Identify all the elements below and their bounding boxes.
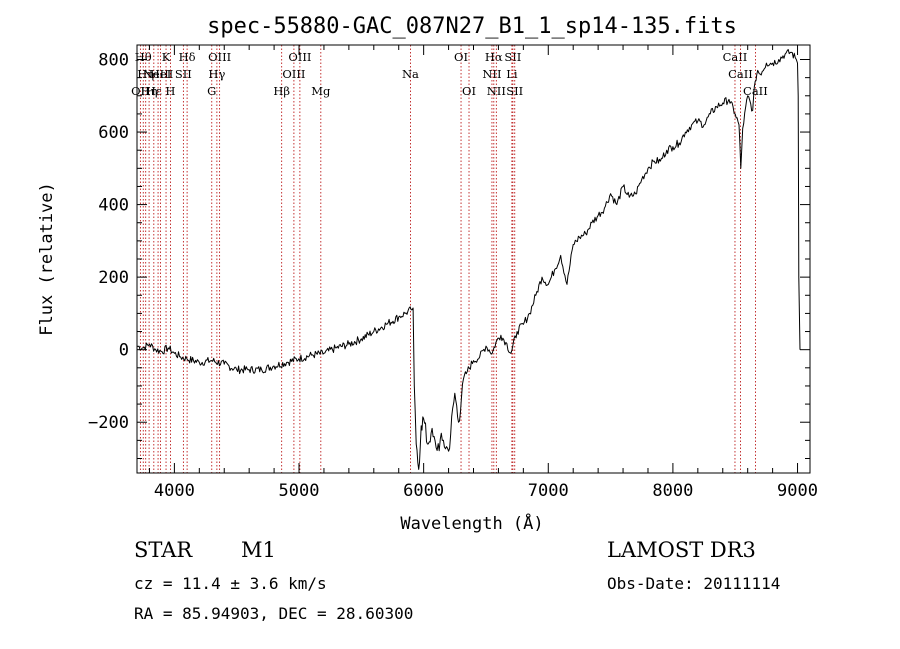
redshift-cz: cz = 11.4 ± 3.6 km/s (134, 574, 327, 593)
object-subclass: M1 (241, 538, 276, 562)
y-tick-label: 200 (98, 268, 129, 288)
axis-ticks: 4000 5000 6000 7000 8000 9000 −200 0 200 400 600 80… (88, 45, 818, 501)
x-tick-label: 4000 (154, 481, 195, 501)
spectral-line-label: NII (482, 67, 501, 81)
spectrum-chart: spec-55880-GAC_087N27_B1_1_sp14-135.fits… (37, 14, 818, 534)
survey-name: LAMOST DR3 (607, 538, 756, 562)
spectral-line-label: OI (462, 84, 476, 98)
spectral-line-label: CaII (723, 50, 748, 64)
spectral-line-label: Na (402, 67, 419, 81)
spectral-line-label: Hη (141, 84, 158, 98)
y-axis-label: Flux (relative) (37, 182, 57, 336)
plot-frame (136, 44, 811, 474)
spectrum-line (136, 49, 801, 470)
spectral-line-label: Hθ (135, 50, 152, 64)
x-tick-label: 6000 (403, 481, 444, 501)
chart-title: spec-55880-GAC_087N27_B1_1_sp14-135.fits (207, 14, 737, 39)
y-tick-label: 600 (98, 123, 129, 143)
spectral-line-label: Li (506, 67, 518, 81)
spectral-line-label: Hε (146, 84, 162, 98)
spectral-line-label: HeI (150, 67, 171, 81)
spectral-line-label: Hβ (273, 84, 290, 98)
spectral-line-label: CaII (728, 67, 753, 81)
spectral-line-label: SII (504, 50, 521, 64)
spectral-line-label: SII (506, 84, 523, 98)
spectral-line-label: K (162, 50, 171, 64)
spectral-line-label: Mg (311, 84, 331, 98)
x-tick-label: 5000 (279, 481, 320, 501)
spectral-line-markers: OIIHθHηHηHεNeIIIHeIKHSIIHδGHγOIIIHβOIIIO… (131, 45, 768, 473)
spectral-line-label: OIII (208, 50, 231, 64)
object-class: STAR (134, 538, 193, 562)
spectral-line-label: NII (487, 84, 506, 98)
spectral-line-label: H (165, 84, 175, 98)
y-tick-label: 0 (119, 341, 129, 361)
spectral-line-label: G (207, 84, 216, 98)
x-tick-label: 8000 (652, 481, 693, 501)
spectral-line-label: Hα (485, 50, 503, 64)
spectral-line-label: Hδ (179, 50, 196, 64)
spectral-line-label: OI (454, 50, 468, 64)
spectrum-series (136, 49, 801, 470)
x-tick-label: 7000 (528, 481, 569, 501)
y-tick-label: 400 (98, 196, 129, 216)
ra-dec: RA = 85.94903, DEC = 28.60300 (134, 604, 414, 623)
y-tick-label: −200 (88, 413, 129, 433)
x-tick-label: 9000 (777, 481, 818, 501)
spectral-line-label: OII (131, 84, 150, 98)
x-axis-label: Wavelength (Å) (400, 512, 543, 534)
spectral-line-label: SII (175, 67, 192, 81)
spectral-line-label: CaII (743, 84, 768, 98)
obs-date: Obs-Date: 20111114 (607, 574, 781, 593)
y-tick-label: 800 (98, 51, 129, 71)
spectral-line-label: Hγ (208, 67, 225, 81)
spectral-line-label: OIII (282, 67, 305, 81)
spectral-line-label: OIII (288, 50, 311, 64)
